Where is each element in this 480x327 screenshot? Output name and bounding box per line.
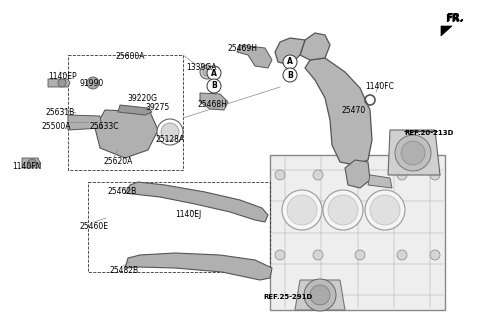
Text: 1140EJ: 1140EJ bbox=[175, 210, 201, 219]
Text: FR.: FR. bbox=[445, 14, 463, 24]
Circle shape bbox=[328, 195, 358, 225]
Circle shape bbox=[323, 190, 363, 230]
Circle shape bbox=[200, 65, 214, 79]
Text: 1339GA: 1339GA bbox=[186, 63, 216, 72]
Circle shape bbox=[397, 250, 407, 260]
Circle shape bbox=[313, 170, 323, 180]
Text: 1140FC: 1140FC bbox=[365, 82, 394, 91]
Polygon shape bbox=[68, 115, 102, 130]
Circle shape bbox=[275, 170, 285, 180]
Polygon shape bbox=[125, 182, 268, 222]
Circle shape bbox=[203, 68, 211, 76]
Text: 25128A: 25128A bbox=[156, 135, 185, 144]
Circle shape bbox=[207, 79, 221, 93]
Text: A: A bbox=[211, 68, 217, 77]
Circle shape bbox=[275, 250, 285, 260]
Text: FR.: FR. bbox=[446, 13, 464, 23]
Circle shape bbox=[283, 68, 297, 82]
Text: 25460E: 25460E bbox=[79, 222, 108, 231]
Circle shape bbox=[370, 195, 400, 225]
Circle shape bbox=[355, 170, 365, 180]
Polygon shape bbox=[200, 93, 228, 110]
Text: B: B bbox=[287, 71, 293, 79]
Circle shape bbox=[282, 190, 322, 230]
Text: 25482B: 25482B bbox=[110, 266, 139, 275]
Text: 25620A: 25620A bbox=[103, 157, 132, 166]
Text: A: A bbox=[287, 58, 293, 66]
Polygon shape bbox=[300, 33, 330, 60]
Text: 91990: 91990 bbox=[80, 79, 104, 88]
Polygon shape bbox=[305, 58, 372, 165]
Text: REF.25-291D: REF.25-291D bbox=[263, 294, 312, 300]
Polygon shape bbox=[237, 45, 272, 68]
Circle shape bbox=[430, 170, 440, 180]
Text: 39275: 39275 bbox=[145, 103, 169, 112]
Polygon shape bbox=[441, 26, 452, 36]
Circle shape bbox=[365, 190, 405, 230]
Text: REF.20-213D: REF.20-213D bbox=[404, 130, 454, 136]
Text: 1140EP: 1140EP bbox=[48, 72, 77, 81]
Polygon shape bbox=[125, 253, 272, 280]
Polygon shape bbox=[295, 280, 345, 310]
Text: 25500A: 25500A bbox=[42, 122, 72, 131]
Polygon shape bbox=[345, 160, 370, 188]
Polygon shape bbox=[118, 105, 152, 115]
Circle shape bbox=[401, 141, 425, 165]
Circle shape bbox=[355, 250, 365, 260]
Circle shape bbox=[58, 79, 66, 87]
Text: 25631B: 25631B bbox=[46, 108, 75, 117]
Text: 39220G: 39220G bbox=[127, 94, 157, 103]
Text: 25462B: 25462B bbox=[107, 187, 136, 196]
Text: 25633C: 25633C bbox=[89, 122, 119, 131]
Circle shape bbox=[304, 279, 336, 311]
Circle shape bbox=[395, 135, 431, 171]
Text: B: B bbox=[211, 81, 217, 91]
Circle shape bbox=[207, 66, 221, 80]
Polygon shape bbox=[275, 38, 305, 65]
Text: 25468H: 25468H bbox=[198, 100, 228, 109]
Circle shape bbox=[161, 123, 179, 141]
Circle shape bbox=[28, 159, 36, 167]
Text: 25600A: 25600A bbox=[115, 52, 144, 61]
Circle shape bbox=[287, 195, 317, 225]
Polygon shape bbox=[22, 158, 40, 168]
Text: 25470: 25470 bbox=[342, 106, 366, 115]
Text: 1140FN: 1140FN bbox=[12, 162, 41, 171]
Polygon shape bbox=[368, 175, 392, 188]
Circle shape bbox=[283, 55, 297, 69]
Circle shape bbox=[87, 77, 99, 89]
Circle shape bbox=[157, 119, 183, 145]
Circle shape bbox=[397, 170, 407, 180]
Polygon shape bbox=[388, 130, 440, 175]
Polygon shape bbox=[270, 155, 445, 310]
Polygon shape bbox=[48, 79, 70, 87]
Text: 25469H: 25469H bbox=[228, 44, 258, 53]
Circle shape bbox=[430, 250, 440, 260]
Circle shape bbox=[313, 250, 323, 260]
Circle shape bbox=[310, 285, 330, 305]
Polygon shape bbox=[95, 110, 158, 158]
